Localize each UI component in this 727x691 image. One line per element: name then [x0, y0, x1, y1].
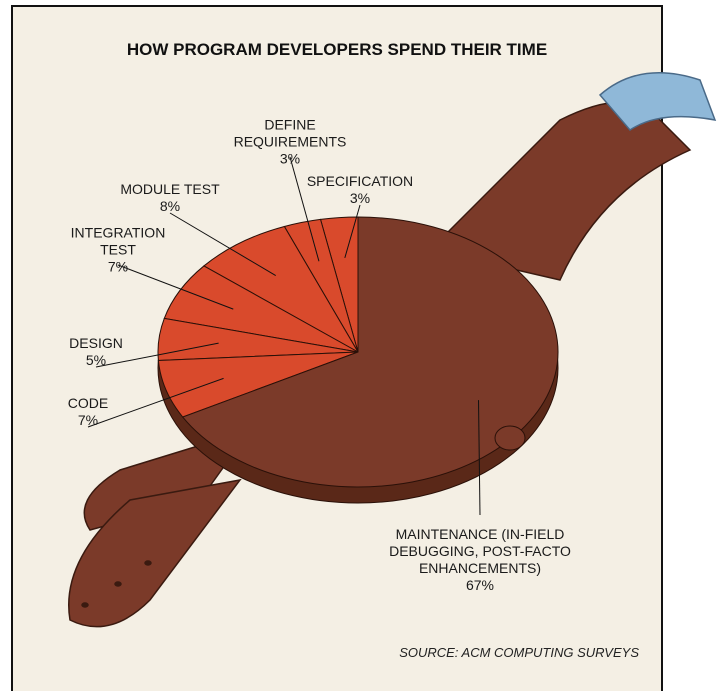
value-label: 3% [349, 190, 371, 206]
category-label: DEFINE REQUIREMENTS [233, 116, 347, 150]
pie-slice [181, 216, 559, 488]
slice-label: DEFINE REQUIREMENTS 3% [220, 117, 360, 168]
leader-line [169, 212, 276, 276]
value-label: 8% [159, 198, 181, 214]
chart-title: HOW PROGRAM DEVELOPERS SPEND THEIR TIME [126, 40, 548, 59]
pie [157, 216, 559, 488]
value-label: 7% [77, 412, 99, 428]
category-label: INTEGRATION TEST [70, 224, 166, 258]
value-label: 7% [107, 258, 129, 275]
slice-label: MAINTENANCE (IN-FIELD DEBUGGING, POST-FA… [380, 526, 580, 594]
leader-line [117, 264, 234, 310]
watch-crown [494, 425, 526, 451]
value-label: 3% [279, 150, 301, 167]
leader-line [87, 377, 224, 428]
slice-label: MODULE TEST 8% [100, 181, 240, 215]
category-label: MAINTENANCE (IN-FIELD DEBUGGING, POST-FA… [389, 526, 571, 576]
slice-label: CODE 7% [43, 395, 133, 429]
category-label: MODULE TEST [120, 181, 220, 197]
slice-label: DESIGN 5% [51, 335, 141, 369]
leader-line [289, 156, 320, 262]
leaders [87, 156, 481, 516]
pie-slice [203, 225, 360, 354]
leader-line [478, 400, 481, 516]
value-label: 5% [85, 352, 107, 368]
watch-strap [68, 71, 717, 628]
category-label: CODE [67, 395, 109, 411]
category-label: DESIGN [69, 335, 123, 351]
leader-line [95, 342, 219, 368]
leader-line [344, 204, 361, 259]
source-note: SOURCE: ACM COMPUTING SURVEYS [399, 645, 639, 660]
value-label: 67% [465, 577, 495, 593]
slice-label: SPECIFICATION 3% [290, 173, 430, 207]
slice-label: INTEGRATION TEST 7% [63, 225, 173, 276]
category-label: SPECIFICATION [306, 173, 414, 189]
